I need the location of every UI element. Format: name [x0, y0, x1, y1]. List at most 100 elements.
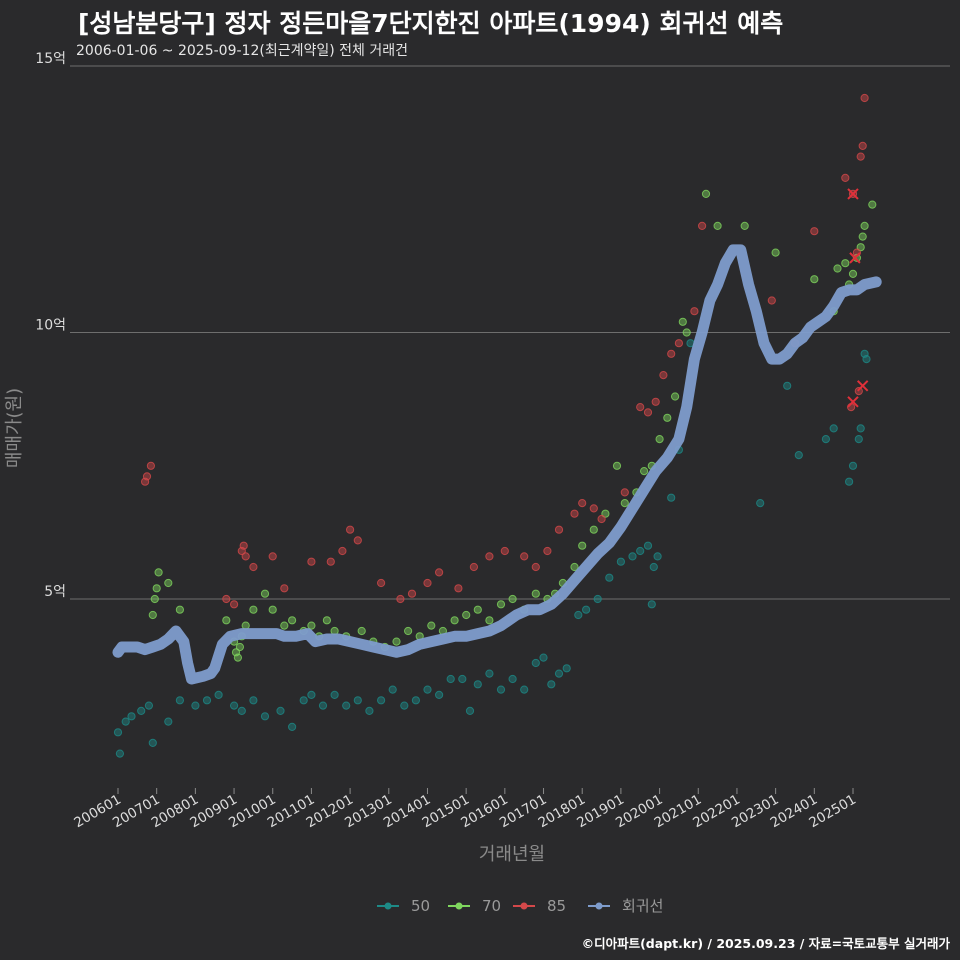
outlier-markers — [847, 188, 869, 408]
outlier-x-marker — [847, 188, 859, 200]
data-point-85 — [651, 397, 660, 406]
data-point-50 — [520, 685, 529, 694]
data-point-50 — [485, 669, 494, 678]
data-point-70 — [713, 221, 722, 230]
data-point-70 — [175, 605, 184, 614]
data-point-50 — [508, 674, 517, 684]
data-point-85 — [597, 514, 606, 524]
data-point-85 — [396, 594, 405, 604]
data-point-50 — [365, 706, 374, 716]
data-point-50 — [144, 701, 153, 710]
y-tick-label: 5억 — [44, 584, 66, 600]
data-point-50 — [854, 435, 863, 444]
data-point-50 — [616, 557, 626, 566]
legend-item-85: 85 — [513, 897, 566, 915]
y-axis: 5억 10억 15억 — [35, 51, 66, 600]
data-point-85 — [407, 589, 417, 598]
data-point-70 — [701, 189, 711, 198]
data-point-50 — [299, 696, 308, 705]
data-point-85 — [674, 339, 684, 348]
legend-dot — [520, 902, 528, 910]
data-point-85 — [841, 173, 850, 182]
data-point-50 — [829, 424, 838, 433]
data-point-85 — [485, 552, 494, 561]
data-point-50 — [465, 706, 475, 716]
data-point-70 — [164, 578, 173, 588]
data-point-50 — [582, 605, 591, 614]
data-point-50 — [756, 499, 765, 508]
data-point-70 — [578, 541, 587, 550]
data-point-85 — [222, 594, 231, 604]
data-point-70 — [473, 605, 482, 614]
data-point-50 — [127, 712, 136, 721]
data-point-50 — [539, 653, 548, 662]
data-point-50 — [307, 690, 316, 700]
data-point-70 — [485, 616, 494, 625]
data-point-85 — [856, 152, 865, 161]
data-point-70 — [848, 269, 858, 278]
data-point-70 — [280, 621, 289, 630]
data-point-85 — [860, 93, 869, 103]
data-point-50 — [164, 717, 173, 726]
y-tick-label: 15억 — [35, 51, 66, 67]
data-point-50 — [821, 435, 831, 444]
chart-subtitle: 2006-01-06 ~ 2025-09-12(최근계약일) 전체 거래건 — [76, 43, 408, 59]
data-point-70 — [810, 275, 819, 284]
data-point-70 — [152, 584, 161, 593]
data-point-50 — [318, 701, 328, 710]
data-point-50 — [628, 552, 637, 561]
data-point-50 — [856, 424, 865, 433]
data-point-85 — [500, 546, 509, 556]
data-point-70 — [833, 264, 842, 273]
data-point-50 — [446, 674, 455, 684]
scatter-points — [113, 93, 877, 758]
data-point-70 — [404, 626, 413, 636]
legend-label: 85 — [547, 897, 566, 915]
data-point-50 — [202, 696, 212, 705]
data-point-85 — [280, 584, 289, 593]
legend-item-70: 70 — [448, 897, 501, 915]
data-point-85 — [377, 578, 386, 588]
data-point-70 — [150, 594, 159, 604]
data-point-70 — [233, 653, 242, 662]
data-point-70 — [154, 568, 163, 577]
data-point-70 — [260, 589, 270, 598]
data-point-70 — [508, 594, 517, 604]
data-point-85 — [589, 504, 598, 513]
data-point-85 — [570, 509, 579, 518]
outlier-x-marker — [856, 380, 869, 392]
data-point-50 — [649, 562, 658, 572]
data-point-70 — [357, 626, 366, 636]
data-point-70 — [148, 610, 157, 620]
data-point-70 — [860, 221, 869, 230]
legend-label: 50 — [411, 897, 430, 915]
data-point-50 — [783, 381, 792, 390]
data-point-85 — [142, 472, 152, 481]
data-point-85 — [454, 584, 463, 593]
data-point-85 — [241, 552, 250, 561]
data-point-50 — [148, 738, 157, 748]
data-point-50 — [667, 493, 676, 502]
data-point-50 — [115, 749, 125, 758]
data-point-70 — [570, 562, 579, 572]
data-point-70 — [663, 413, 672, 422]
data-point-70 — [856, 243, 865, 252]
data-point-70 — [462, 610, 471, 620]
data-point-50 — [554, 669, 564, 678]
data-point-85 — [146, 461, 155, 470]
data-point-50 — [175, 696, 184, 705]
data-point-70 — [612, 461, 622, 470]
data-point-50 — [574, 610, 583, 620]
data-point-85 — [239, 541, 248, 550]
data-point-85 — [435, 568, 444, 577]
data-point-50 — [531, 658, 540, 668]
data-point-50 — [862, 355, 871, 364]
data-point-50 — [562, 664, 571, 673]
data-point-50 — [643, 541, 653, 550]
data-point-85 — [249, 562, 258, 572]
data-point-50 — [848, 461, 858, 470]
outlier-x-marker — [849, 252, 861, 264]
data-point-85 — [858, 141, 867, 150]
data-point-50 — [353, 696, 362, 705]
data-point-70 — [222, 616, 231, 625]
